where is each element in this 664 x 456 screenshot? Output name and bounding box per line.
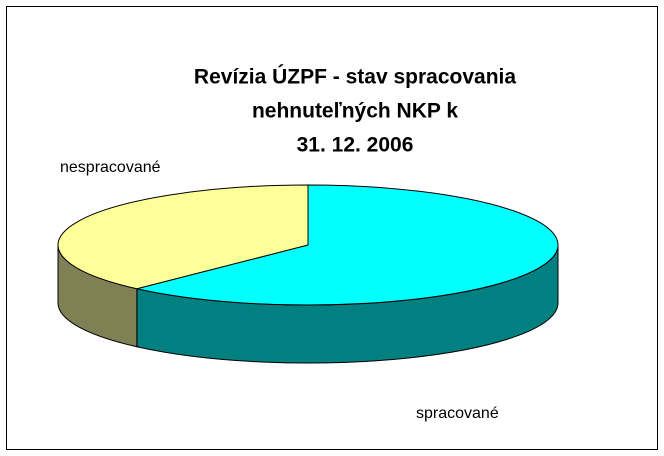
slice-top (57, 184, 309, 290)
chart-title-line: Revízia ÚZPF - stav spracovania (194, 65, 516, 89)
pie (57, 184, 559, 364)
title: Revízia ÚZPF - stav spracovania nehnuteľn… (194, 65, 516, 157)
slice-label: spracované (416, 405, 499, 422)
slice-top (136, 184, 559, 306)
chart-title-line: 31. 12. 2006 (297, 134, 414, 157)
slice (57, 184, 309, 348)
chart-title-line: nehnuteľných NKP k (252, 100, 458, 123)
slice-label: nespracované (60, 159, 161, 176)
